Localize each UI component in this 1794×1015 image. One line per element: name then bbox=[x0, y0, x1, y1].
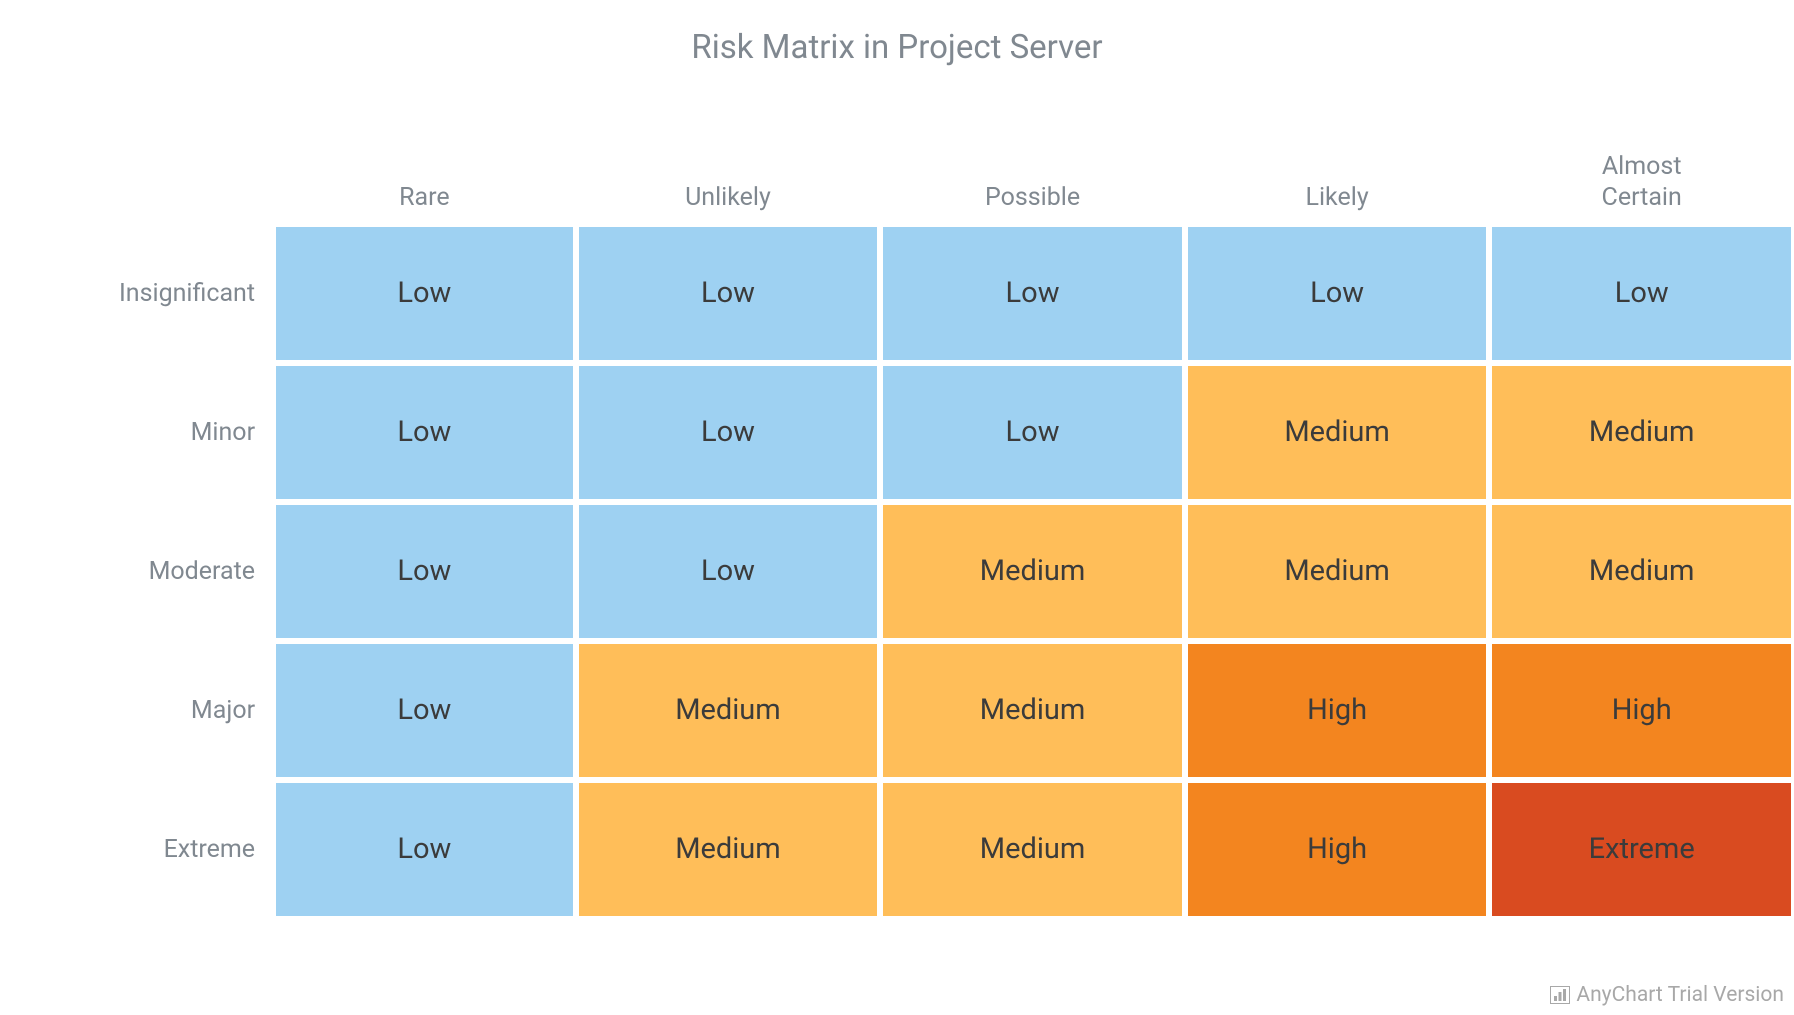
matrix-cell: Low bbox=[880, 224, 1185, 363]
matrix-cell: Low bbox=[880, 363, 1185, 502]
column-header: Likely bbox=[1185, 150, 1490, 224]
matrix-cell: Low bbox=[273, 363, 576, 502]
matrix-cell: Low bbox=[1185, 224, 1490, 363]
matrix-cell: Low bbox=[273, 224, 576, 363]
matrix-cell: Low bbox=[273, 780, 576, 919]
matrix-cell: Low bbox=[273, 641, 576, 780]
matrix-cell: Low bbox=[576, 224, 881, 363]
matrix-cell: High bbox=[1185, 641, 1490, 780]
row-header: Extreme bbox=[118, 780, 273, 919]
matrix-cell: Medium bbox=[1489, 502, 1794, 641]
watermark: AnyChart Trial Version bbox=[1550, 983, 1784, 1007]
matrix-cell: Medium bbox=[880, 641, 1185, 780]
matrix-cell: Low bbox=[1489, 224, 1794, 363]
matrix-cell: Medium bbox=[1489, 363, 1794, 502]
matrix-cell: Low bbox=[576, 502, 881, 641]
matrix-cell: Low bbox=[273, 502, 576, 641]
row-header: Major bbox=[118, 641, 273, 780]
matrix-cell: Extreme bbox=[1489, 780, 1794, 919]
matrix-cell: Medium bbox=[576, 780, 881, 919]
watermark-text: AnyChart Trial Version bbox=[1576, 983, 1784, 1007]
column-header: Rare bbox=[273, 150, 576, 224]
risk-matrix: RareUnlikelyPossibleLikelyAlmostCertain I… bbox=[118, 150, 1794, 919]
matrix-cell: High bbox=[1489, 641, 1794, 780]
matrix-cell: Medium bbox=[576, 641, 881, 780]
matrix-cell: Low bbox=[576, 363, 881, 502]
matrix-cell: Medium bbox=[880, 780, 1185, 919]
column-header: Unlikely bbox=[576, 150, 881, 224]
column-header: Possible bbox=[880, 150, 1185, 224]
matrix-cell: High bbox=[1185, 780, 1490, 919]
matrix-cell: Medium bbox=[880, 502, 1185, 641]
row-header: Insignificant bbox=[118, 224, 273, 363]
matrix-cell: Medium bbox=[1185, 363, 1490, 502]
row-header: Minor bbox=[118, 363, 273, 502]
chart-icon bbox=[1550, 986, 1570, 1004]
row-header: Moderate bbox=[118, 502, 273, 641]
column-header: AlmostCertain bbox=[1489, 150, 1794, 224]
matrix-cell: Medium bbox=[1185, 502, 1490, 641]
chart-title: Risk Matrix in Project Server bbox=[0, 0, 1794, 67]
